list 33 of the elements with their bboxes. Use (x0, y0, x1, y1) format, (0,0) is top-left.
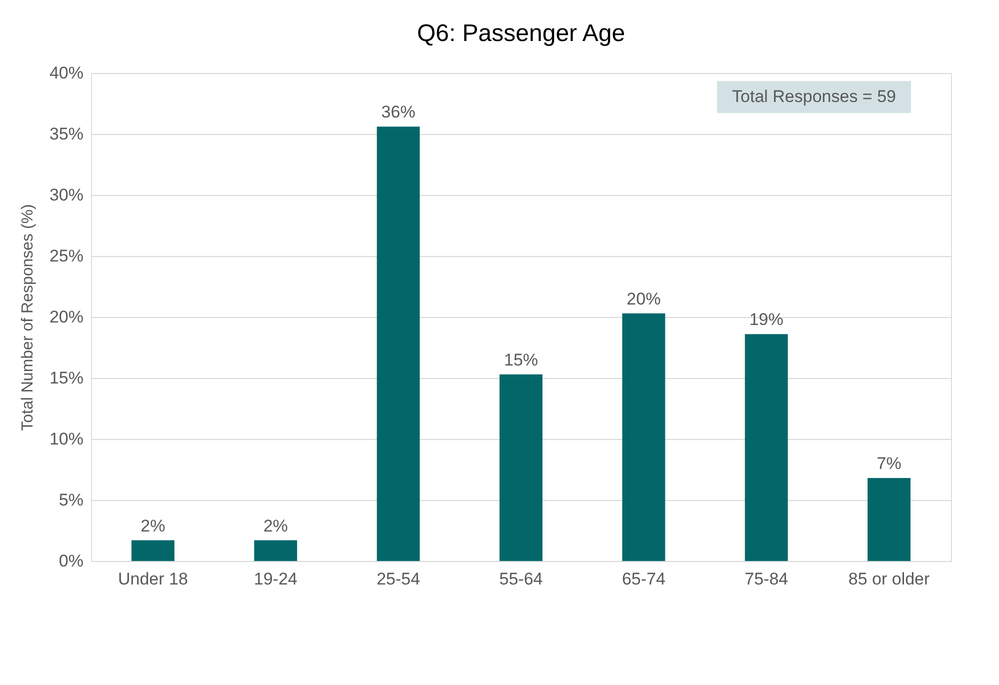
data-label: 2% (263, 516, 288, 536)
x-tick-label: 55-64 (499, 570, 543, 588)
x-tick-label: 65-74 (622, 570, 666, 588)
x-tick-label: Under 18 (118, 570, 188, 588)
data-label: 2% (140, 516, 166, 536)
data-label: 7% (876, 454, 902, 474)
y-tick-label: 5% (58, 490, 84, 510)
data-label: 36% (381, 102, 416, 122)
bar (376, 126, 420, 561)
bar (254, 540, 298, 561)
y-tick-label: 30% (49, 186, 84, 204)
x-tick-label: 75-84 (744, 570, 788, 588)
y-tick-label: 10% (49, 430, 84, 448)
bar (868, 478, 911, 561)
x-tick-label: 25-54 (376, 570, 420, 588)
chart-title: Q6: Passenger Age (416, 20, 626, 47)
y-tick-label: 0% (58, 552, 84, 570)
annotation: Total Responses = 59 (732, 87, 896, 106)
y-tick-label: 15% (49, 368, 84, 388)
data-label: 20% (626, 289, 661, 308)
bar (744, 334, 788, 561)
bar (500, 374, 542, 561)
data-label: 19% (749, 310, 784, 330)
x-tick-label: 85 or older (848, 570, 930, 588)
bar (131, 540, 174, 561)
y-tick-label: 20% (49, 308, 84, 326)
y-tick-label: 35% (49, 124, 84, 144)
y-axis-title: Total Number of Responses (%) (19, 204, 36, 431)
x-tick-label: 19-24 (254, 570, 298, 588)
y-tick-label: 40% (49, 64, 84, 82)
y-tick-label: 25% (49, 246, 84, 266)
data-label: 15% (504, 350, 538, 370)
bar (622, 313, 666, 561)
